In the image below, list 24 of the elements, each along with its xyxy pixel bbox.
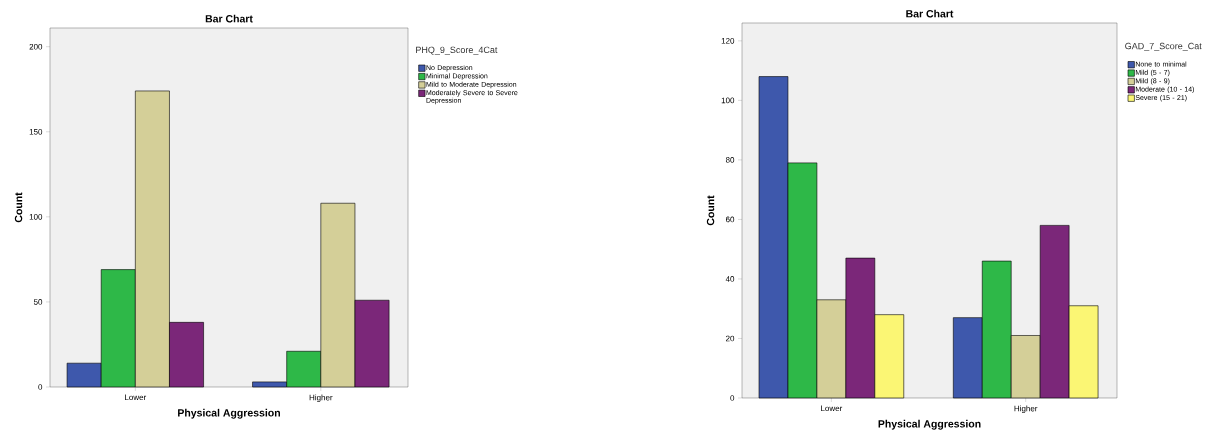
chart-title: Bar Chart [205, 14, 253, 23]
y-tick-label: 80 [725, 157, 735, 163]
legend-title: GAD_7_Score_Cat [1125, 42, 1202, 51]
x-tick-label: Lower [821, 405, 843, 412]
x-tick-label: Lower [125, 394, 147, 401]
y-tick-label: 100 [721, 97, 735, 104]
chart-title: Bar Chart [906, 9, 954, 18]
y-tick-label: 120 [721, 38, 735, 44]
y-tick-label: 20 [725, 335, 735, 342]
y-tick-label: 0 [730, 395, 735, 401]
x-axis-title: Physical Aggression [878, 419, 981, 430]
y-axis-title: Count [14, 192, 23, 223]
y-tick-label: 0 [38, 384, 43, 390]
y-tick-label: 60 [725, 216, 735, 223]
y-axis-title: Count [706, 195, 715, 226]
x-axis-title: Physical Aggression [178, 408, 280, 419]
y-tick-label: 100 [29, 214, 43, 220]
y-tick-label: 40 [725, 276, 735, 282]
y-tick-label: 150 [29, 128, 43, 135]
legend-title: PHQ_9_Score_4Cat [416, 46, 498, 55]
x-tick-label: Higher [1014, 405, 1038, 413]
y-tick-label: 50 [33, 299, 43, 305]
y-tick-label: 200 [29, 43, 43, 50]
x-tick-label: Higher [309, 394, 333, 402]
